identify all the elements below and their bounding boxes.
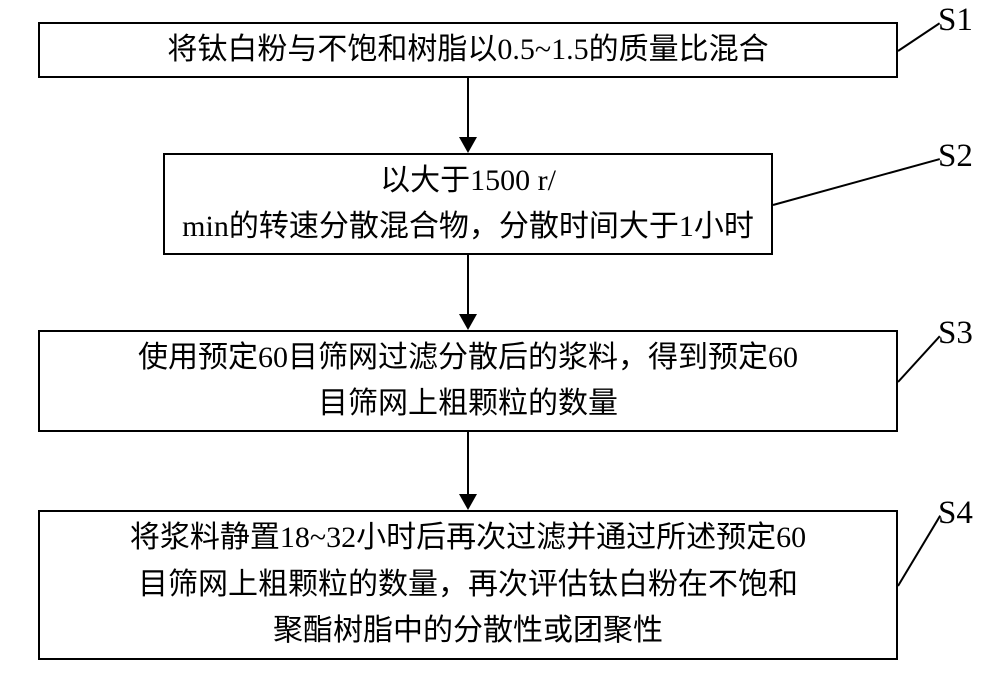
step-box-s3: 使用预定60目筛网过滤分散后的浆料，得到预定60 目筛网上粗颗粒的数量 [38,330,898,432]
step-text-s2: 以大于1500 r/ min的转速分散混合物，分散时间大于1小时 [182,158,754,251]
step-label-s2: S2 [938,138,973,175]
connector-s2 [773,158,941,206]
step-box-s1: 将钛白粉与不饱和树脂以0.5~1.5的质量比混合 [38,22,898,78]
connector-s4 [897,515,941,586]
arrow-head-3 [459,494,477,510]
step-label-s3: S3 [938,315,973,352]
arrow-head-2 [459,314,477,330]
flowchart-canvas: 将钛白粉与不饱和树脂以0.5~1.5的质量比混合 S1 以大于1500 r/ min… [0,0,1000,681]
step-text-s4: 将浆料静置18~32小时后再次过滤并通过所述预定60 目筛网上粗颗粒的数量，再次… [130,515,806,655]
connector-s1 [897,22,940,52]
step-label-s4: S4 [938,495,973,532]
arrow-shaft-3 [467,432,469,494]
step-box-s4: 将浆料静置18~32小时后再次过滤并通过所述预定60 目筛网上粗颗粒的数量，再次… [38,510,898,660]
step-text-s3: 使用预定60目筛网过滤分散后的浆料，得到预定60 目筛网上粗颗粒的数量 [138,335,798,428]
arrow-head-1 [459,137,477,153]
step-text-s1: 将钛白粉与不饱和树脂以0.5~1.5的质量比混合 [167,27,768,74]
step-box-s2: 以大于1500 r/ min的转速分散混合物，分散时间大于1小时 [163,153,773,255]
step-label-s1: S1 [938,2,973,39]
connector-s3 [897,335,940,382]
arrow-shaft-2 [467,255,469,314]
arrow-shaft-1 [467,78,469,137]
